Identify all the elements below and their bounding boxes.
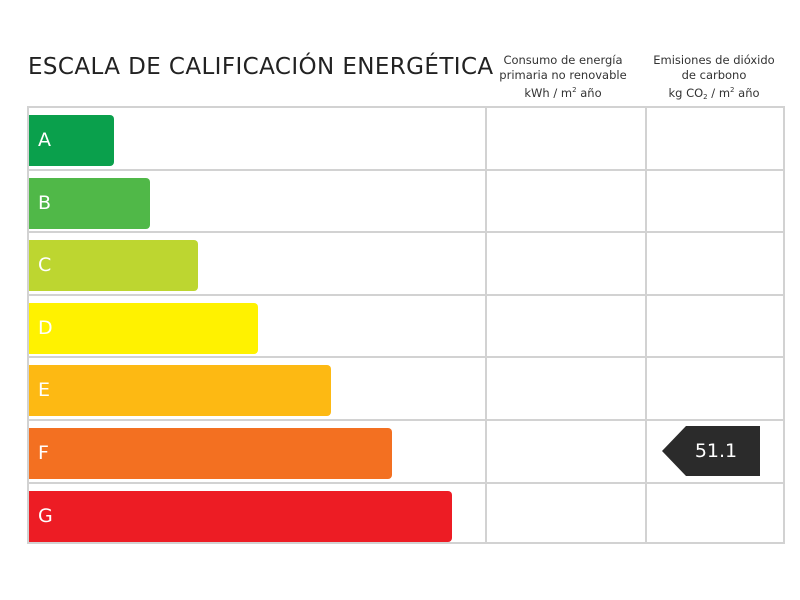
indicator-arrow-body — [686, 426, 760, 476]
rating-bar-e: E — [29, 365, 331, 417]
co2-header-unit: kg CO2 / m2 año — [668, 86, 760, 101]
co2-emissions-header: Emisiones de dióxido de carbono kg CO2 /… — [642, 53, 786, 105]
co2-value: 51.1 — [694, 440, 738, 462]
rating-row-b: B — [29, 171, 783, 234]
rating-row-a: A — [29, 108, 783, 171]
rating-scale-grid: A B C D E F 51.1 G — [27, 106, 785, 544]
energy-header-line2: primaria no renovable — [499, 68, 627, 82]
rating-row-f: F 51.1 — [29, 421, 783, 484]
energy-header-line1: Consumo de energía — [503, 53, 623, 67]
column-divider-energy — [485, 108, 487, 542]
rating-bar-d: D — [29, 302, 258, 354]
rating-row-e: E — [29, 358, 783, 421]
rating-bar-c: C — [29, 240, 198, 292]
rating-row-g: G — [29, 484, 783, 547]
energy-consumption-header: Consumo de energía primaria no renovable… — [483, 53, 643, 101]
rating-bar-g: G — [29, 490, 452, 542]
energy-header-unit: kWh / m2 año — [524, 86, 602, 100]
rating-bar-b: B — [29, 177, 150, 229]
indicator-arrow-tip — [662, 426, 686, 476]
rating-bar-a: A — [29, 115, 114, 166]
co2-rating-indicator: 51.1 — [662, 426, 760, 476]
co2-header-line1: Emisiones de dióxido — [653, 53, 775, 67]
rating-bar-f: F — [29, 428, 392, 479]
co2-header-line2: de carbono — [681, 68, 747, 82]
rating-row-d: D — [29, 296, 783, 359]
rating-row-c: C — [29, 233, 783, 296]
column-divider-co2 — [645, 108, 647, 542]
page-title: ESCALA DE CALIFICACIÓN ENERGÉTICA — [28, 54, 494, 80]
